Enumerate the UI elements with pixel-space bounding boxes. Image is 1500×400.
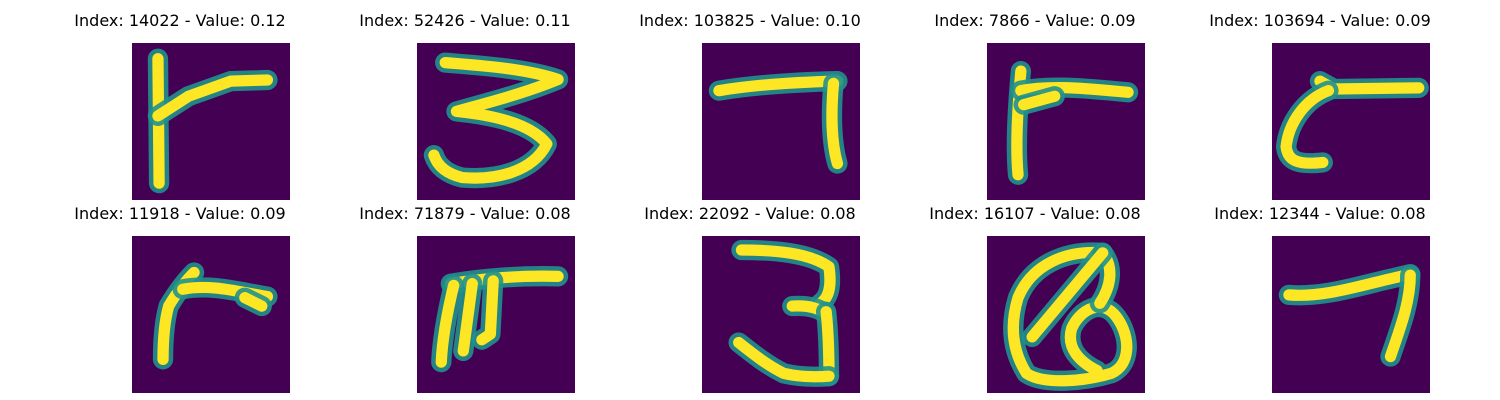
- panel-title: Index: 11918 - Value: 0.09: [74, 204, 286, 223]
- panel-title: Index: 14022 - Value: 0.12: [74, 11, 286, 30]
- digit-image: [702, 43, 860, 200]
- digit-image: [702, 236, 860, 393]
- panel-title: Index: 22092 - Value: 0.08: [644, 204, 856, 223]
- panel-title: Index: 16107 - Value: 0.08: [929, 204, 1141, 223]
- panel-4: Index: 7866 - Value: 0.09: [885, 8, 1185, 200]
- panel-title: Index: 103694 - Value: 0.09: [1209, 11, 1431, 30]
- panel-title: Index: 71879 - Value: 0.08: [359, 204, 571, 223]
- digit-image: [987, 43, 1145, 200]
- panel-7: Index: 71879 - Value: 0.08: [315, 201, 615, 393]
- panel-8: Index: 22092 - Value: 0.08: [600, 201, 900, 393]
- panel-3: Index: 103825 - Value: 0.10: [600, 8, 900, 200]
- panel-title: Index: 7866 - Value: 0.09: [934, 11, 1136, 30]
- panel-title: Index: 103825 - Value: 0.10: [639, 11, 861, 30]
- digit-image: [132, 236, 290, 393]
- panel-title: Index: 52426 - Value: 0.11: [359, 11, 571, 30]
- panel-5: Index: 103694 - Value: 0.09: [1170, 8, 1470, 200]
- digit-image: [987, 236, 1145, 393]
- panel-title: Index: 12344 - Value: 0.08: [1214, 204, 1426, 223]
- panel-10: Index: 12344 - Value: 0.08: [1170, 201, 1470, 393]
- panel-6: Index: 11918 - Value: 0.09: [30, 201, 330, 393]
- panel-1: Index: 14022 - Value: 0.12: [30, 8, 330, 200]
- digit-image: [417, 43, 575, 200]
- panel-9: Index: 16107 - Value: 0.08: [885, 201, 1185, 393]
- digit-image: [1272, 236, 1430, 393]
- panel-2: Index: 52426 - Value: 0.11: [315, 8, 615, 200]
- digit-image: [1272, 43, 1430, 200]
- digit-image: [417, 236, 575, 393]
- digit-image: [132, 43, 290, 200]
